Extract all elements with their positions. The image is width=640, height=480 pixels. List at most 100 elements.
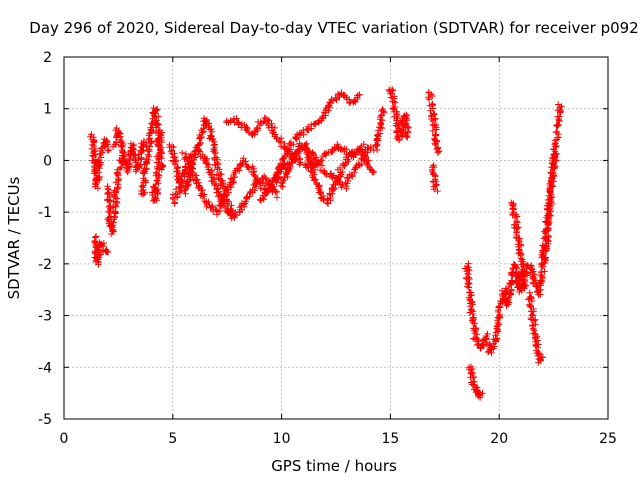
data-point (261, 172, 268, 180)
data-point (554, 122, 562, 129)
data-point (225, 189, 232, 196)
data-point (387, 90, 394, 97)
data-point (92, 233, 100, 240)
data-point (547, 194, 555, 201)
data-point (548, 176, 555, 184)
data-point (216, 192, 223, 199)
y-tick-label: 0 (43, 153, 52, 169)
data-point (432, 141, 439, 148)
data-point (545, 206, 553, 213)
data-point (336, 172, 343, 179)
data-point (337, 146, 344, 153)
x-tick-label: 20 (490, 431, 508, 447)
x-axis-label: GPS time / hours (271, 457, 397, 475)
data-point (158, 132, 165, 139)
data-point (518, 283, 525, 290)
data-point (187, 169, 194, 176)
data-point (554, 101, 562, 108)
data-point (242, 198, 250, 205)
data-point (272, 171, 280, 178)
data-point (227, 183, 235, 191)
data-point (530, 327, 538, 334)
data-point (150, 194, 158, 202)
data-point (323, 171, 330, 178)
data-point (514, 225, 521, 232)
data-point (530, 308, 537, 315)
data-point (389, 87, 397, 95)
data-point (261, 114, 268, 122)
data-point (534, 288, 541, 295)
data-point (201, 117, 209, 124)
data-point (428, 91, 435, 98)
data-point (291, 151, 298, 158)
data-point (538, 354, 545, 361)
data-point (429, 168, 436, 175)
chart-title: Day 296 of 2020, Sidereal Day-to-day VTE… (29, 19, 638, 37)
data-point (260, 196, 267, 203)
data-point (429, 92, 436, 100)
data-point (296, 155, 303, 162)
data-point (314, 157, 322, 165)
data-point (119, 149, 126, 157)
data-point (476, 389, 483, 396)
data-point (494, 319, 502, 327)
data-point (495, 303, 502, 310)
data-point (157, 152, 164, 160)
data-point (526, 302, 534, 309)
data-point (403, 133, 410, 140)
data-point (242, 158, 249, 165)
data-point (96, 251, 103, 259)
data-point (253, 125, 260, 133)
data-point (271, 124, 279, 132)
data-point (140, 137, 148, 145)
data-point (102, 142, 109, 149)
data-point (479, 390, 486, 397)
data-point (104, 190, 111, 198)
data-point (287, 160, 295, 167)
data-point (336, 164, 344, 172)
data-point (463, 275, 470, 282)
data-point (268, 181, 275, 188)
data-point (208, 128, 216, 135)
data-point (339, 168, 346, 176)
data-point (117, 164, 125, 171)
data-point (502, 285, 509, 292)
data-point (105, 208, 112, 215)
data-point (432, 139, 440, 147)
data-point (517, 242, 525, 249)
data-point (211, 174, 218, 182)
data-point (343, 182, 350, 190)
data-point (116, 136, 124, 143)
data-point (95, 157, 102, 165)
data-point (311, 175, 318, 183)
data-point (209, 135, 217, 143)
data-point (402, 123, 409, 130)
data-point (273, 194, 281, 201)
data-point (395, 136, 403, 144)
data-point (529, 322, 536, 330)
data-point (320, 197, 327, 204)
data-point (243, 123, 250, 131)
data-point (204, 163, 211, 171)
y-tick-label: -3 (38, 309, 52, 325)
data-point (224, 209, 231, 216)
data-point (264, 116, 272, 123)
data-point (327, 194, 334, 202)
plot-frame (63, 56, 609, 420)
data-point (426, 102, 434, 109)
data-point (547, 177, 555, 185)
data-point (290, 154, 297, 161)
data-point (213, 189, 220, 196)
data-point (280, 177, 287, 184)
data-point (196, 141, 203, 148)
data-point (114, 185, 121, 192)
data-point (356, 144, 364, 152)
data-point (132, 168, 139, 175)
data-point (105, 146, 113, 154)
data-point (510, 206, 518, 213)
data-point (95, 259, 102, 266)
data-point (182, 164, 189, 171)
data-point (107, 223, 114, 230)
data-point (473, 334, 480, 341)
data-point (141, 189, 148, 196)
